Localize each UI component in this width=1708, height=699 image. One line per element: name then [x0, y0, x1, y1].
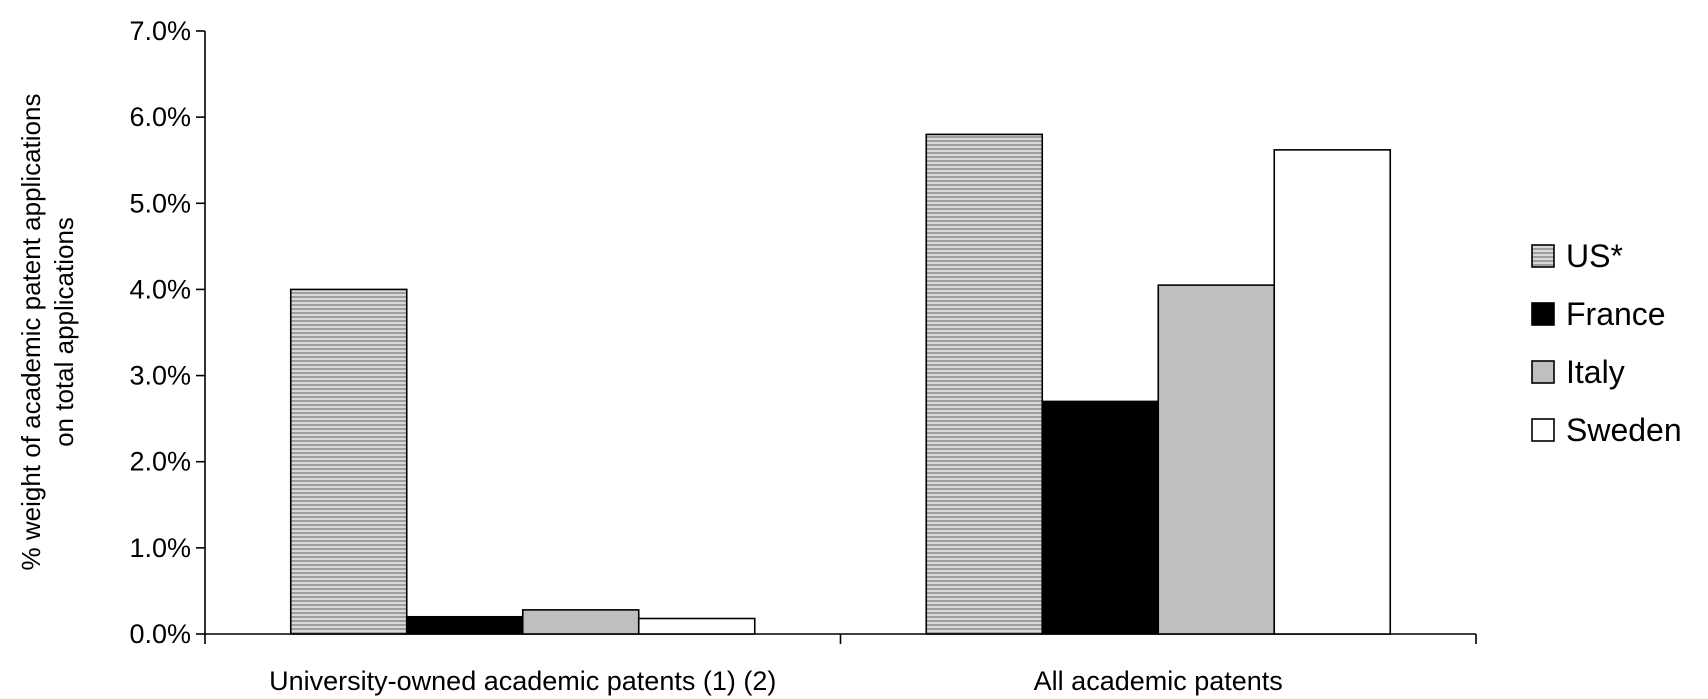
y-tick-label: 5.0% — [129, 188, 191, 218]
y-tick-label: 4.0% — [129, 274, 191, 304]
y-tick-label: 7.0% — [129, 16, 191, 46]
plot-area: 0.0% 1.0% 2.0% 3.0% 4.0% 5.0% 6.0% 7.0% Universi… — [16, 16, 1477, 696]
legend: US* France Italy Sweden — [1531, 238, 1682, 448]
bar-us-2 — [925, 133, 1044, 635]
y-tick-label: 2.0% — [129, 447, 191, 477]
bar-italy-1 — [521, 609, 640, 635]
legend-label-us: US* — [1566, 238, 1623, 274]
legend-swatch-us — [1531, 244, 1555, 268]
bar-france-2 — [1041, 400, 1160, 635]
x-category-label: University-owned academic patents (1) (2… — [269, 666, 776, 696]
bar-us-1 — [289, 288, 408, 635]
y-tick-label: 3.0% — [129, 361, 191, 391]
bar-italy-2 — [1157, 284, 1276, 635]
y-axis-title-line: on total applications — [49, 217, 79, 447]
legend-label-france: France — [1566, 296, 1666, 332]
bar-france-1 — [405, 615, 524, 635]
y-axis-title-line: % weight of academic patent applications — [16, 94, 46, 571]
legend-label-sweden: Sweden — [1566, 412, 1682, 448]
legend-swatch-sweden — [1531, 418, 1555, 442]
legend-swatch-italy — [1531, 360, 1555, 384]
legend-swatch-france — [1531, 302, 1555, 326]
y-axis-title: % weight of academic patent applications… — [16, 94, 79, 571]
bar-sweden-1 — [637, 617, 756, 635]
legend-label-italy: Italy — [1566, 354, 1625, 390]
y-tick-label: 0.0% — [129, 619, 191, 649]
bar-sweden-2 — [1273, 149, 1392, 635]
x-category-label: All academic patents — [1034, 666, 1283, 696]
y-tick-label: 1.0% — [129, 533, 191, 563]
y-tick-label: 6.0% — [129, 102, 191, 132]
